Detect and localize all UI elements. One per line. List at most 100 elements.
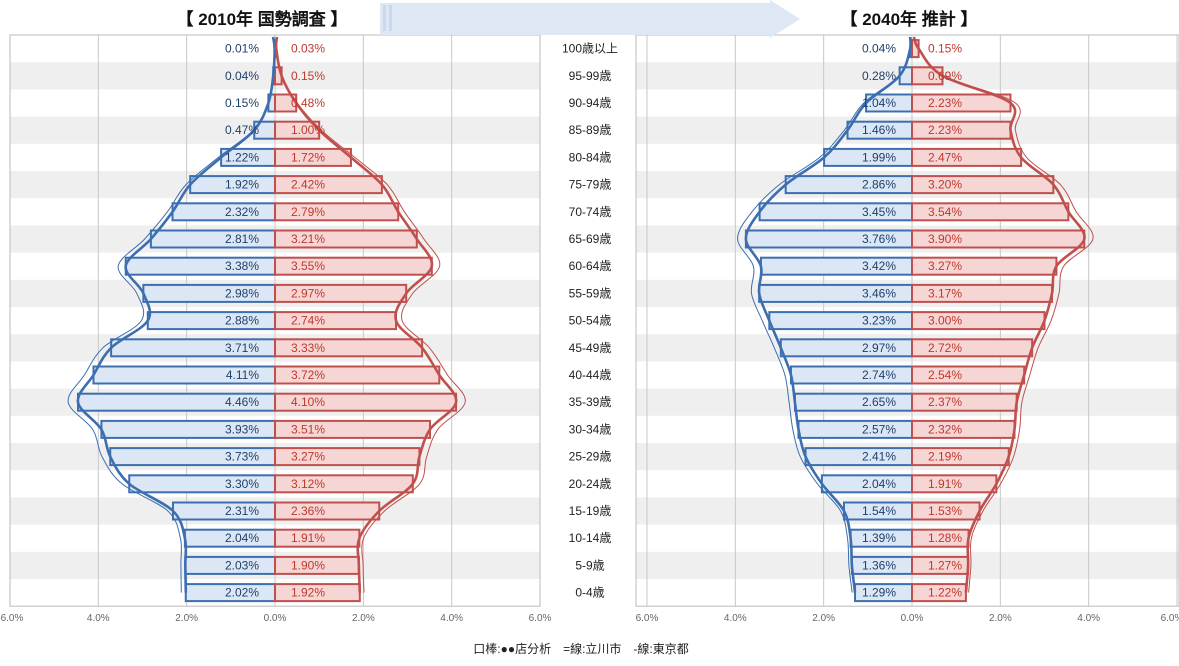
data-label-male: 4.11% xyxy=(226,368,259,382)
x-tick-label: 2.0% xyxy=(989,613,1012,624)
x-tick-label: 6.0% xyxy=(529,613,552,624)
age-category-label: 45-49歳 xyxy=(569,341,612,355)
data-label-male: 2.74% xyxy=(862,368,896,382)
data-label-female: 2.23% xyxy=(928,96,962,110)
x-tick-label: 4.0% xyxy=(87,613,110,624)
data-label-male: 3.38% xyxy=(225,259,259,273)
age-category-label: 15-19歳 xyxy=(569,504,612,518)
bar-female xyxy=(274,583,361,603)
data-label-male: 2.04% xyxy=(862,477,896,491)
data-label-male: 4.46% xyxy=(225,395,259,409)
bar-male xyxy=(804,447,913,467)
data-label-male: 0.04% xyxy=(862,42,896,56)
data-label-male: 2.31% xyxy=(225,504,259,518)
curve-male xyxy=(737,36,912,593)
x-tick-label: 4.0% xyxy=(1077,613,1100,624)
panel-title: 【 2010年 国勢調査 】 xyxy=(177,9,348,29)
age-category-label: 55-59歳 xyxy=(569,286,612,300)
curve-male xyxy=(744,36,913,593)
data-label-male: 0.28% xyxy=(862,69,896,83)
age-category-label: 10-14歳 xyxy=(569,531,612,545)
bar-female xyxy=(911,583,967,603)
data-label-female: 3.33% xyxy=(291,341,325,355)
data-label-male: 3.30% xyxy=(225,477,259,491)
x-tick-label: 2.0% xyxy=(175,613,198,624)
age-category-label: 90-94歳 xyxy=(569,96,612,110)
curve-female xyxy=(913,36,1094,593)
data-label-male: 1.22% xyxy=(225,150,259,164)
panel-title: 【 2040年 推計 】 xyxy=(841,9,978,29)
age-category-label: 40-44歳 xyxy=(569,368,612,382)
data-label-male: 1.39% xyxy=(862,531,896,545)
legend-text: 口棒:●●店分析 =線:立川市 -線:東京都 xyxy=(473,641,689,656)
data-label-female: 2.47% xyxy=(928,150,962,164)
data-label-male: 3.46% xyxy=(862,286,896,300)
age-category-label: 85-89歳 xyxy=(569,123,612,137)
data-label-male: 1.46% xyxy=(862,123,896,137)
x-tick-label: 2.0% xyxy=(812,613,835,624)
data-label-male: 1.54% xyxy=(862,504,896,518)
data-label-female: 0.03% xyxy=(291,42,325,56)
x-tick-label: 0.0% xyxy=(901,613,924,624)
data-label-female: 3.00% xyxy=(928,314,962,328)
age-category-label: 0-4歳 xyxy=(575,586,604,600)
x-tick-label: 6.0% xyxy=(1,613,24,624)
data-label-female: 1.72% xyxy=(291,150,325,164)
x-tick-label: 6.0% xyxy=(1161,613,1179,624)
arrow-stripe xyxy=(383,5,386,31)
data-label-male: 1.99% xyxy=(862,150,896,164)
data-label-male: 2.04% xyxy=(225,531,259,545)
age-category-label: 5-9歳 xyxy=(575,558,604,572)
data-label-male: 2.65% xyxy=(862,395,896,409)
age-category-label: 80-84歳 xyxy=(569,150,612,164)
data-label-female: 3.27% xyxy=(291,450,325,464)
age-category-label: 35-39歳 xyxy=(569,395,612,409)
data-label-female: 0.48% xyxy=(291,96,325,110)
data-label-female: 3.12% xyxy=(291,477,325,491)
data-label-female: 3.90% xyxy=(928,232,962,246)
data-label-female: 2.97% xyxy=(291,286,325,300)
data-label-female: 2.37% xyxy=(928,395,962,409)
data-label-male: 3.42% xyxy=(862,259,896,273)
data-label-female: 2.79% xyxy=(291,205,325,219)
data-label-male: 2.86% xyxy=(862,178,896,192)
bar-male xyxy=(171,202,277,222)
data-label-male: 2.97% xyxy=(862,341,896,355)
age-category-label: 60-64歳 xyxy=(569,259,612,273)
curve-male xyxy=(76,36,276,593)
data-label-female: 0.69% xyxy=(928,69,962,83)
data-label-female: 2.36% xyxy=(291,504,325,518)
plot-frame xyxy=(9,34,541,607)
curve-female xyxy=(912,36,1086,593)
data-label-female: 1.27% xyxy=(928,558,962,572)
data-label-male: 0.04% xyxy=(225,69,259,83)
data-label-female: 3.72% xyxy=(291,368,325,382)
data-label-male: 0.15% xyxy=(225,96,259,110)
bar-male xyxy=(898,66,913,86)
data-label-male: 2.81% xyxy=(225,232,259,246)
data-label-female: 1.22% xyxy=(928,586,962,600)
data-label-female: 1.90% xyxy=(291,558,325,572)
age-category-label: 20-24歳 xyxy=(569,477,612,491)
data-label-male: 0.47% xyxy=(225,123,259,137)
data-label-male: 3.71% xyxy=(225,341,259,355)
data-label-male: 3.45% xyxy=(862,205,896,219)
data-label-female: 3.17% xyxy=(928,286,962,300)
data-label-male: 1.04% xyxy=(862,96,896,110)
data-label-female: 3.51% xyxy=(291,422,325,436)
data-label-male: 3.93% xyxy=(225,422,259,436)
bar-male xyxy=(171,501,276,521)
data-label-female: 3.55% xyxy=(291,259,325,273)
data-label-male: 2.98% xyxy=(225,286,259,300)
age-category-label: 70-74歳 xyxy=(569,205,612,219)
data-label-male: 2.88% xyxy=(225,314,259,328)
x-tick-label: 4.0% xyxy=(724,613,747,624)
data-label-female: 1.91% xyxy=(291,531,325,545)
data-label-female: 2.32% xyxy=(928,422,962,436)
data-label-female: 3.21% xyxy=(291,232,325,246)
data-label-female: 2.74% xyxy=(291,314,325,328)
data-label-female: 1.28% xyxy=(928,531,962,545)
data-label-female: 4.10% xyxy=(291,395,325,409)
